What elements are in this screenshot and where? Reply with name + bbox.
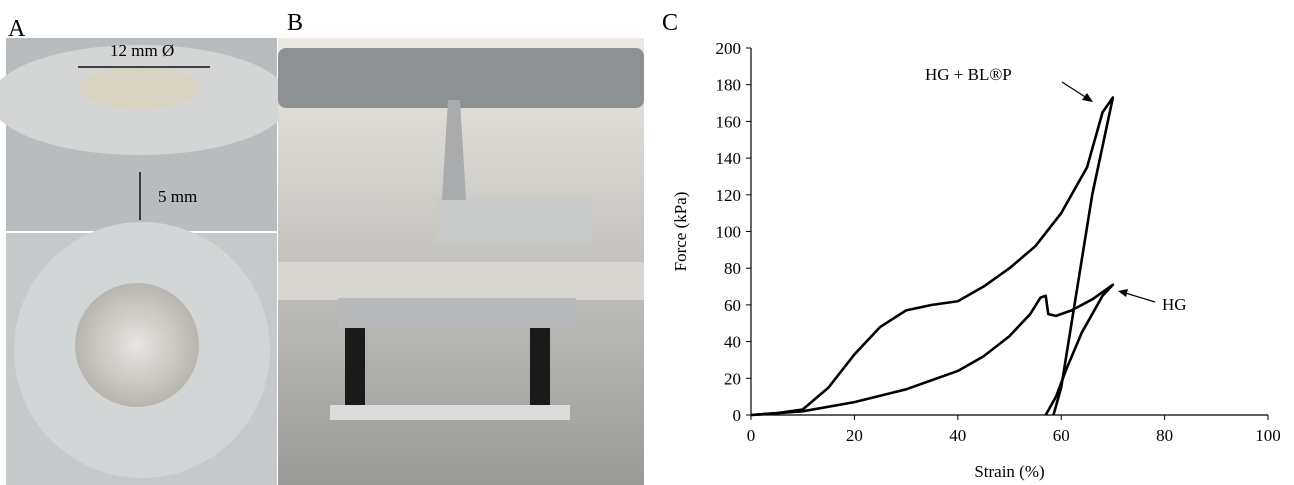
- x-tick-label: 100: [1255, 426, 1281, 445]
- panel-label: C: [662, 10, 678, 36]
- dimension-label: 5 mm: [158, 187, 197, 206]
- y-tick-label: 60: [724, 296, 741, 315]
- x-tick-label: 0: [747, 426, 756, 445]
- platform: [338, 298, 576, 328]
- dimension-label: 12 mm Ø: [110, 41, 174, 60]
- annotation: HG: [1162, 295, 1187, 314]
- y-tick-label: 120: [716, 186, 742, 205]
- y-tick-label: 0: [733, 406, 742, 425]
- arrow-head: [1082, 93, 1093, 102]
- scaffold-top: [75, 283, 199, 407]
- x-axis-label: Strain (%): [974, 462, 1044, 481]
- y-tick-label: 160: [716, 112, 742, 131]
- y-tick-label: 180: [716, 76, 742, 95]
- data-line: [750, 96, 1115, 417]
- y-tick-label: 200: [716, 39, 742, 58]
- wall-panel: [278, 262, 644, 300]
- x-tick-label: 60: [1053, 426, 1070, 445]
- probe: [442, 100, 466, 200]
- y-tick-label: 80: [724, 259, 741, 278]
- annotation: HG + BL®P: [925, 65, 1012, 84]
- machine-arm: [278, 48, 644, 108]
- leg: [530, 328, 550, 410]
- y-tick-label: 100: [716, 223, 742, 242]
- chart: 0 20 40 60 80 100 120 140 160 180 200 0 20 40 60 80 100 S…: [671, 39, 1281, 481]
- load-cell: [437, 198, 592, 243]
- base: [330, 405, 570, 420]
- panel-label: B: [287, 10, 303, 36]
- y-tick-label: 140: [716, 149, 742, 168]
- annotation-arrow: [1121, 291, 1156, 303]
- panel-a: A 12 mm Ø 5 mm: [0, 16, 290, 485]
- x-tick-label: 80: [1156, 426, 1173, 445]
- leg: [345, 328, 365, 410]
- y-axis-label: Force (kPa): [671, 192, 690, 272]
- y-tick-label: 20: [724, 369, 741, 388]
- y-tick-label: 40: [724, 333, 741, 352]
- x-tick-label: 20: [846, 426, 863, 445]
- arrow-head: [1118, 289, 1128, 297]
- panel-label: A: [8, 16, 26, 42]
- x-tick-label: 40: [949, 426, 966, 445]
- data-line: [750, 283, 1115, 417]
- scaffold: [80, 66, 200, 110]
- panel-b: B: [278, 10, 644, 485]
